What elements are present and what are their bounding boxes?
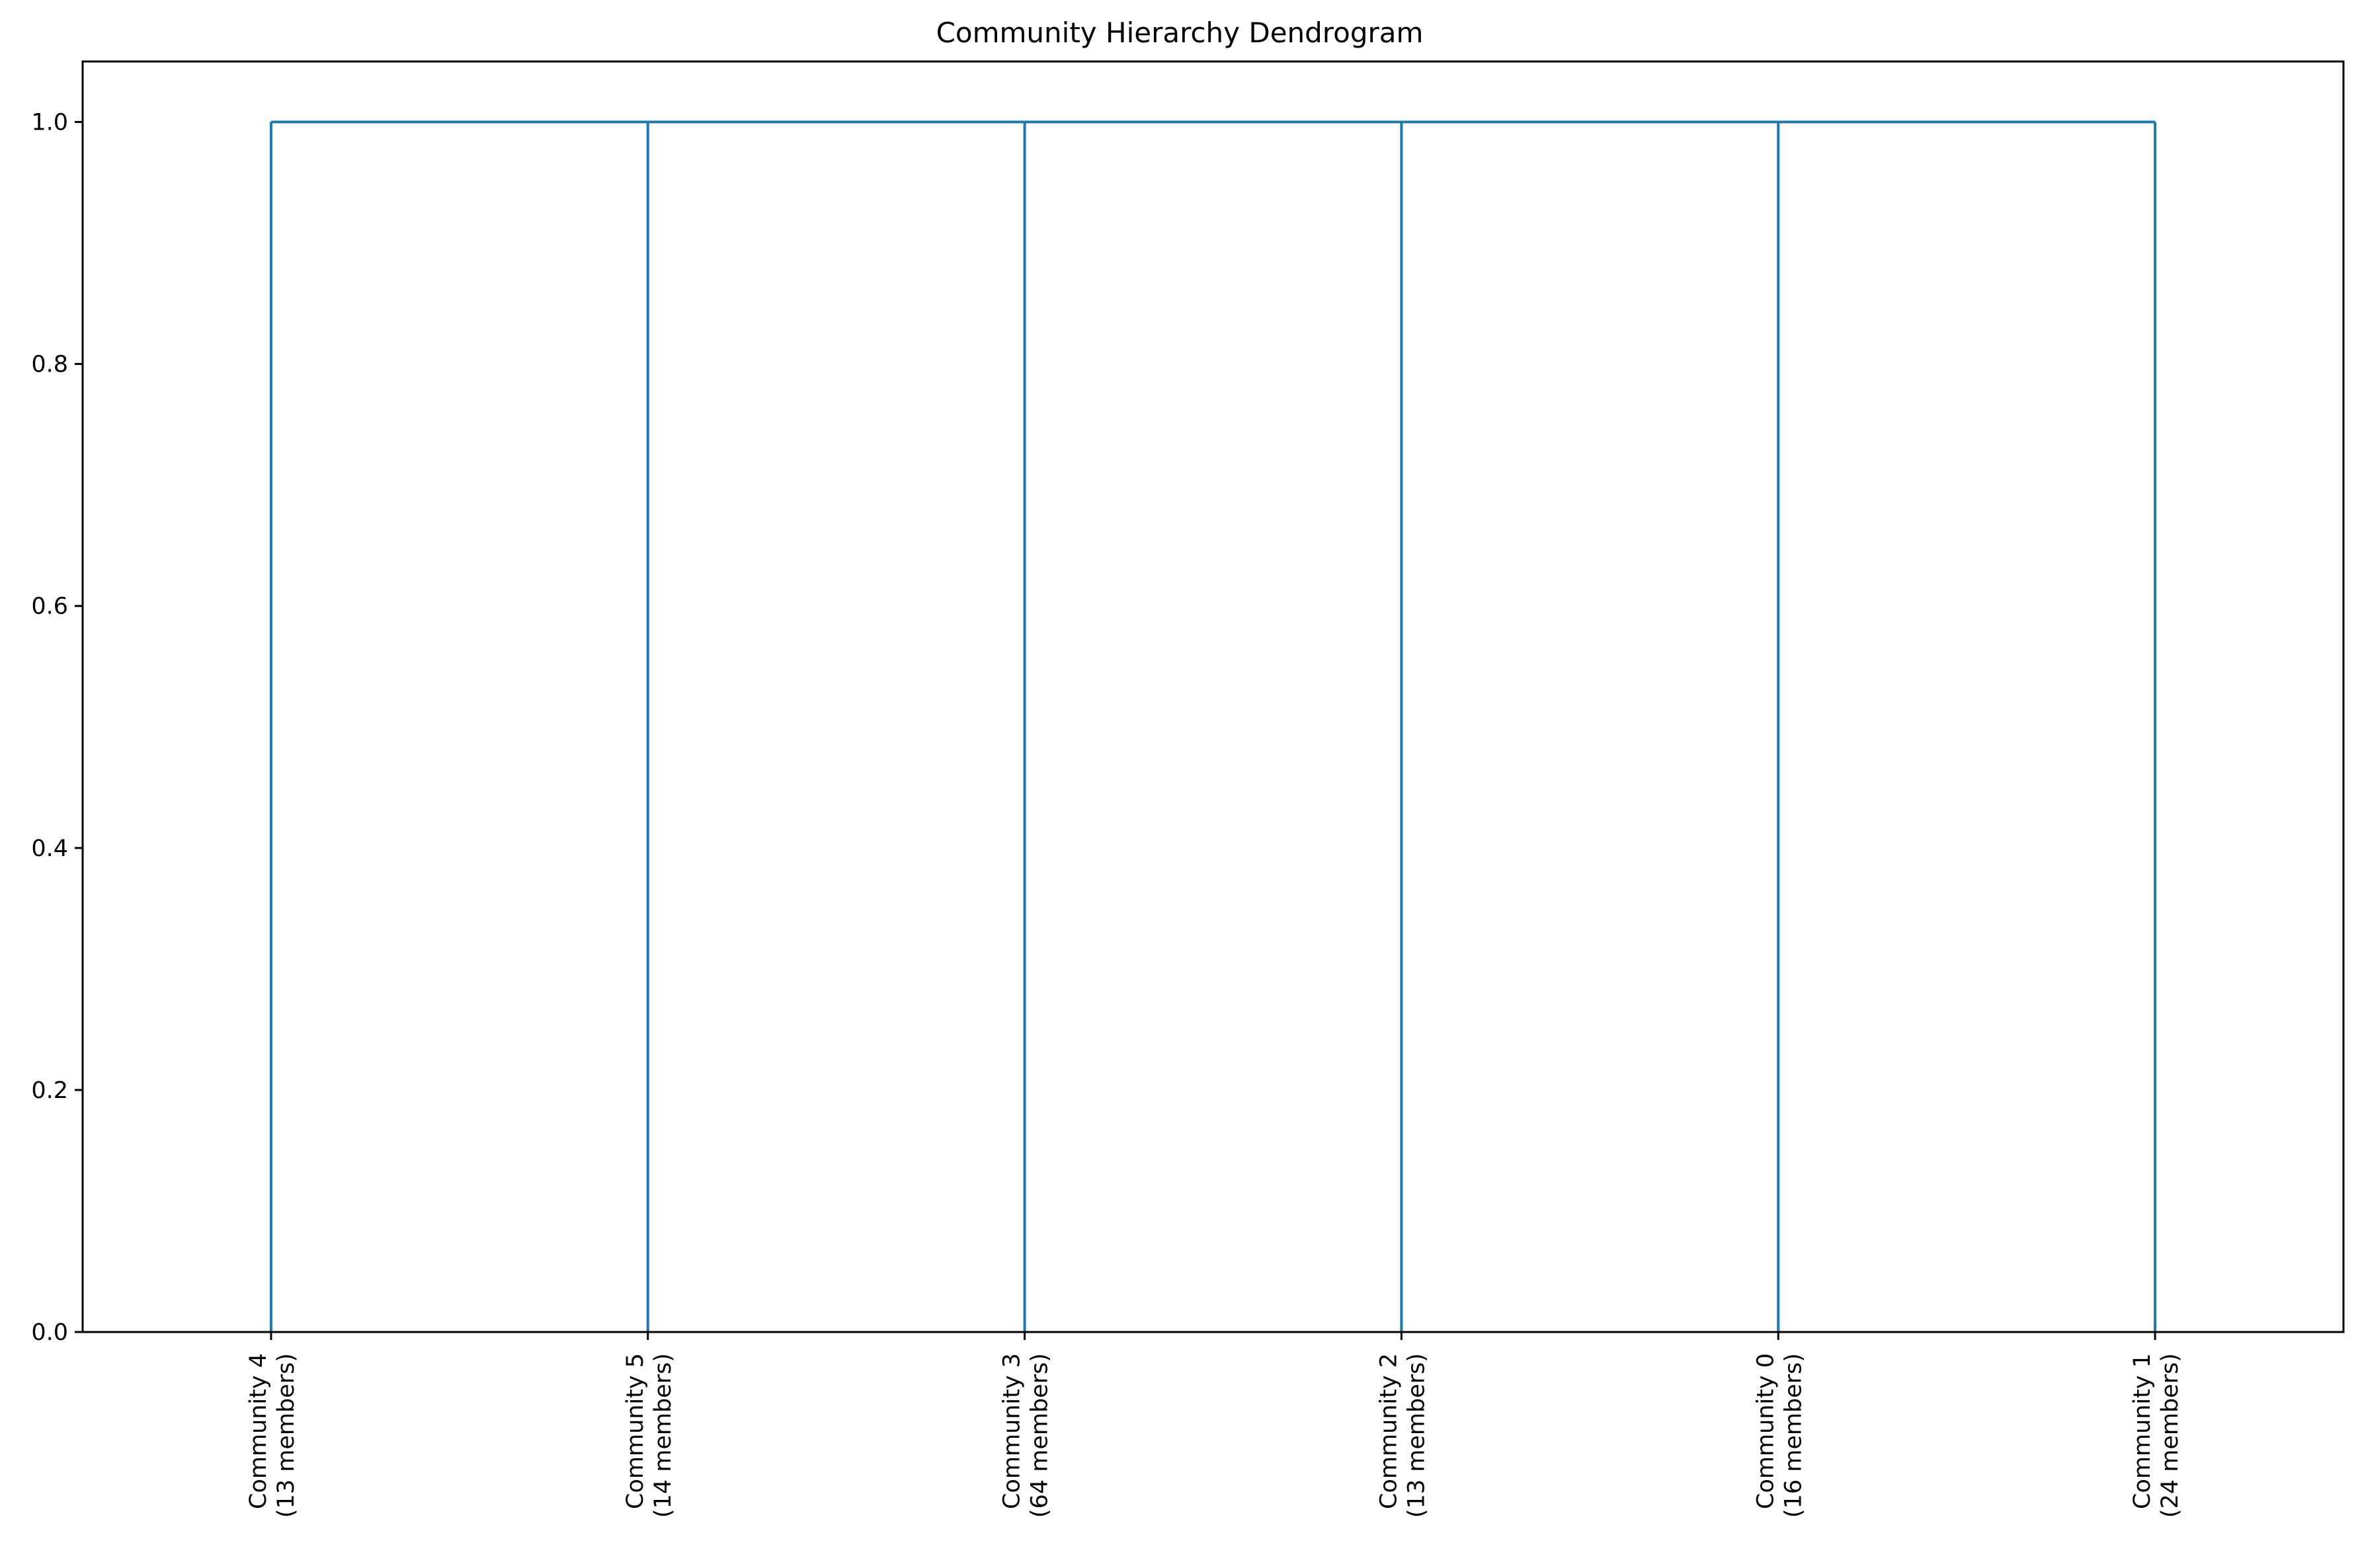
x-tick-label: Community 4(13 members) xyxy=(245,1353,300,1518)
x-tick-label: Community 0(16 members) xyxy=(1752,1353,1807,1518)
dendrogram-links xyxy=(269,120,2157,1332)
x-axis: Community 4(13 members) Community 5(14 me… xyxy=(245,1332,2183,1518)
y-tick-label: 0.8 xyxy=(31,352,68,378)
x-tick-label: Community 1(24 members) xyxy=(2129,1353,2183,1518)
x-tick-label: Community 5(14 members) xyxy=(622,1353,676,1518)
y-tick-label: 1.0 xyxy=(31,110,68,136)
chart-title: Community Hierarchy Dendrogram xyxy=(936,17,1424,49)
y-tick-label: 0.4 xyxy=(31,836,68,862)
y-tick-label: 0.2 xyxy=(31,1078,68,1104)
x-tick-label: Community 2(13 members) xyxy=(1375,1353,1430,1518)
y-axis: 0.0 0.2 0.4 0.6 0.8 1.0 xyxy=(31,110,83,1346)
x-tick-label: Community 3(64 members) xyxy=(999,1353,1053,1518)
y-tick-label: 0.6 xyxy=(31,594,68,620)
y-tick-label: 0.0 xyxy=(31,1319,68,1346)
plot-frame xyxy=(81,60,2345,1333)
